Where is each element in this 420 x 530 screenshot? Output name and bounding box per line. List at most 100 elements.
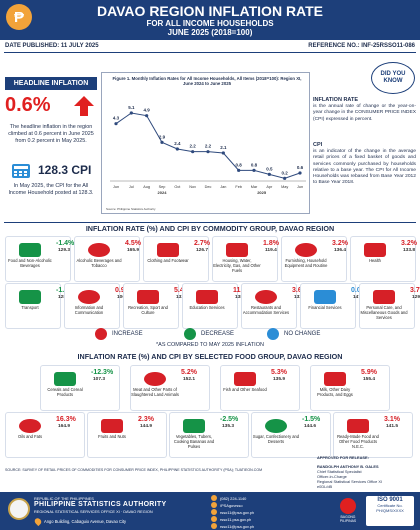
contact-website[interactable]: rsso11.psa.gov.ph (211, 516, 251, 522)
food-cpi: 141.5 (386, 424, 399, 429)
food-label: Vegetables, Tubers, Cooking Bananas and … (173, 434, 215, 449)
definition-inflation-text: is the annual rate of change or the year… (313, 104, 416, 122)
did-you-know-label: DID YOU KNOW (380, 71, 406, 84)
food-rate: 5.9% (361, 369, 377, 376)
bagong-pilipinas-logo: BAGONG PILIPINAS (335, 498, 361, 523)
food-rate: -12.3% (91, 369, 114, 376)
chart-point (191, 150, 195, 154)
footer-address: Ango Building, Cabaguio Avenue, Davao Ci… (44, 519, 127, 524)
contact-email[interactable]: rsso11@psa.gov.ph (211, 509, 254, 515)
header-divider (4, 52, 416, 53)
food-card: 5.3% 135.9 Fish and Other Seafood (220, 365, 300, 411)
fruit-icon (101, 419, 123, 433)
commodity-rate: 2.7% (194, 240, 210, 247)
food-label: Sugar, Confectionery and Desserts (252, 434, 300, 444)
chart-data-label: 2.1 (220, 145, 227, 150)
chart-data-label: 2.4 (174, 141, 181, 146)
chart-data-label: 0.6 (297, 165, 304, 170)
chart-point (298, 171, 302, 175)
commodity-rate: -1.4% (56, 240, 75, 247)
commodity-rate: 3.6% (292, 287, 308, 294)
commodity-rate: 0.9% (115, 287, 131, 294)
food-cpi: 107.3 (93, 377, 106, 382)
contact-facebook[interactable]: /PSAgovrsso (211, 502, 243, 508)
footer-agency: PHILIPPINE STATISTICS AUTHORITY (34, 501, 167, 508)
commodity-card: 3.2% 133.8 Health (350, 236, 417, 282)
house-icon (226, 243, 248, 257)
food-label: Fruits and Nuts (98, 434, 126, 439)
commodity-rate: 4.5% (125, 240, 141, 247)
contact-phone[interactable]: (082) 224-1140 (211, 495, 246, 501)
chart-data-label: 2.2 (190, 144, 197, 149)
rice-icon (54, 372, 76, 386)
care-icon (373, 290, 395, 304)
approver-name: RANDOLPH ANTHONY B. GALES (317, 464, 379, 469)
candy-icon (265, 419, 287, 433)
approver-role3: Regional Statistical Services Office XI (317, 479, 383, 484)
commodity-label: Financial Services (308, 305, 342, 310)
food-rate: 3.1% (384, 416, 400, 423)
food-cpi: 155.4 (363, 377, 376, 382)
food-card: 5.2% 152.1 Meat and Other Parts of Slaught… (130, 365, 210, 411)
headline-cpi: 128.3 CPI (38, 163, 92, 177)
food-cpi: 135.3 (222, 424, 235, 429)
food-label: Ready-Made Food and Other Food Products … (337, 434, 379, 449)
commodity-rate: 3.7% (410, 287, 420, 294)
chart-point (221, 151, 225, 155)
header-banner: ₱ DAVAO REGION INFLATION RATE FOR ALL IN… (0, 0, 420, 40)
chart-data-label: 0.5 (266, 166, 273, 171)
up-arrow-icon (74, 96, 94, 116)
chart-tick-label: Feb (235, 185, 242, 189)
fish-icon (234, 372, 256, 386)
commodity-label: Personal Care, and Miscellaneous Goods a… (360, 305, 408, 320)
commodity-card: 4.5% 165.9 Alcoholic Beverages and Tobacco (74, 236, 141, 282)
chart-data-label: 2.2 (205, 144, 212, 149)
location-pin-icon (33, 516, 43, 527)
chart-data-label: 2.9 (159, 134, 166, 139)
page-period: JUNE 2025 (2018=100) (167, 28, 253, 37)
chart-point (283, 176, 287, 180)
food-card: 5.9% 155.4 Milk, Other Dairy Products, and… (310, 365, 390, 411)
commodity-card: -1.7%128.8Transport (5, 283, 74, 329)
food-label: Fish and Other Seafood (223, 387, 267, 392)
chart-tick-label: Sep (159, 185, 166, 189)
commodity-cpi: 133.8 (403, 248, 416, 253)
commodity-card: 0.9%106.9Information and Communication (64, 283, 131, 329)
facebook-icon (211, 502, 217, 508)
commodity-label: Transport (21, 305, 39, 310)
commodity-section-title: INFLATION RATE (%) AND CPI BY COMMODITY … (85, 224, 335, 233)
commodity-cpi: 129.3 (58, 248, 71, 253)
approver-role1: Chief Statistical Specialist (317, 469, 362, 474)
chart-tick-label: Dec (205, 185, 212, 189)
commodity-card: -1.4% 129.3 Food and Non-Alcoholic Beverag… (5, 236, 75, 282)
sofa-icon (295, 243, 317, 257)
chart-plot: 4.3 Jun 5.1 Jul 4.9 Aug 2.9 Sep 2.4 Oct 2.2 Nov 2.2 D… (110, 105, 306, 195)
email-icon (211, 523, 217, 529)
chart-tick-label: Aug (143, 185, 150, 189)
chart-tick-label: Jul (129, 185, 134, 189)
inflation-chart: Figure 1. Monthly Inflation Rates for Al… (101, 72, 310, 214)
comparison-note: *AS COMPARED TO MAY 2025 INFLATION (156, 342, 264, 348)
ball-icon (137, 290, 159, 304)
chart-tick-label: May (281, 185, 288, 189)
phone-icon (78, 290, 100, 304)
chart-tick-label: Mar (251, 185, 258, 189)
did-you-know-bubble: DID YOU KNOW (371, 62, 415, 94)
footer: REPUBLIC OF THE PHILIPPINES PHILIPPINE S… (0, 492, 420, 530)
chart-source: Source: Philippine Statistics Authority (106, 207, 156, 211)
footer-republic: REPUBLIC OF THE PHILIPPINES (34, 496, 94, 501)
commodity-rate: 5.4% (174, 287, 190, 294)
contact-email-2[interactable]: rsso11@psa.gov.ph (211, 523, 254, 529)
commodity-label: Health (369, 258, 381, 263)
commodity-card: 11.7%138.3Education Services (182, 283, 252, 329)
milk-icon (324, 372, 346, 386)
chart-data-label: 0.8 (251, 162, 258, 167)
commodity-cpi: 129.9 (412, 295, 420, 300)
footer-office: REGIONAL STATISTICAL SERVICES OFFICE XI … (34, 509, 153, 514)
definition-cpi-text: is an indicator of the change in the ave… (313, 149, 416, 186)
globe-icon (211, 516, 217, 522)
chart-tick-label: Oct (174, 185, 181, 189)
legend-no-change: NO CHANGE (267, 328, 320, 340)
commodity-label: Restaurants and Accommodation Services (242, 305, 290, 315)
chart-tick-label: Jan (220, 185, 226, 189)
